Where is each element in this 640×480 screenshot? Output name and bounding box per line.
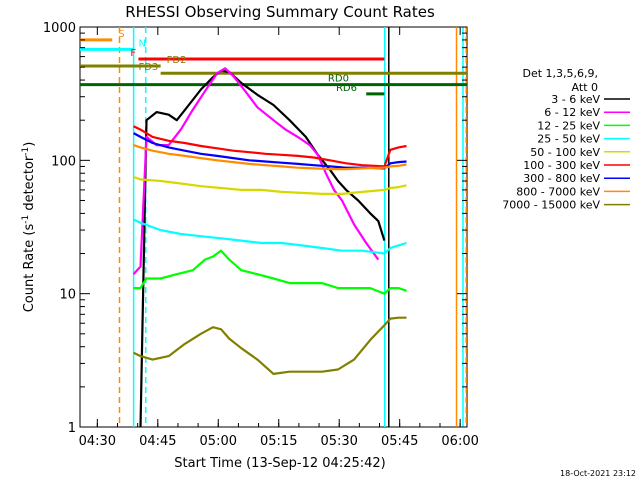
series-line-8: [133, 316, 407, 375]
annotation-label-fd3: FD3: [138, 62, 158, 73]
x-tick-label-3: 05:15: [260, 434, 297, 449]
y-axis-label: Count Rate (s-1 detector-1): [21, 142, 37, 313]
y-tick-label-2: 100: [51, 154, 76, 169]
x-tick-label-1: 04:45: [139, 434, 176, 449]
annotation-label-s: S: [118, 29, 124, 40]
series-line-4: [133, 175, 407, 195]
annotation-label-rd0: RD0: [328, 74, 349, 85]
y-tick-label-3: 1000: [43, 21, 76, 36]
x-tick-label-4: 05:30: [320, 434, 357, 449]
x-tick-label-0: 04:30: [79, 434, 116, 449]
y-tick-label-1: 10: [59, 288, 76, 303]
x-tick-label-5: 05:45: [381, 434, 418, 449]
legend-label-4: 50 - 100 keV: [530, 146, 600, 159]
series-line-0: [139, 69, 386, 428]
legend-label-0: 3 - 6 keV: [551, 93, 600, 106]
annotation-label-fd2: FD2: [167, 55, 187, 66]
legend-label-8: 7000 - 15000 keV: [502, 199, 600, 212]
annotation-label-n: N: [138, 38, 145, 49]
footer-timestamp: 18-Oct-2021 23:12: [560, 469, 636, 478]
vertical-markers: [118, 27, 467, 427]
series-line-1: [132, 67, 380, 275]
x-tick-label-2: 05:00: [200, 434, 237, 449]
y-tick-label-0: 1: [68, 421, 76, 436]
legend-header-0: Det 1,3,5,6,9,: [522, 67, 598, 80]
annotation-label-rd6: RD6: [336, 83, 357, 94]
x-tick-label-6: 06:00: [441, 434, 478, 449]
legend-label-3: 25 - 50 keV: [537, 133, 600, 146]
legend-label-7: 800 - 7000 keV: [516, 185, 600, 198]
x-axis-label: Start Time (13-Sep-12 04:25:42): [174, 456, 385, 471]
legend-header-1: Att 0: [572, 81, 598, 94]
series-line-3: [133, 218, 407, 255]
plot-frame: [79, 26, 468, 428]
legend-label-6: 300 - 800 keV: [523, 172, 600, 185]
series-line-7: [133, 144, 407, 171]
legend-label-1: 6 - 12 keV: [544, 106, 600, 119]
chart-title: RHESSI Observing Summary Count Rates: [125, 3, 435, 21]
legend-label-5: 100 - 300 keV: [523, 159, 600, 172]
series-line-2: [133, 249, 407, 295]
series-lines: [132, 67, 407, 428]
axes: 04:30 04:45 05:00 05:15 05:30 05:45 06:00 1 10 10…: [43, 21, 479, 449]
annotation-label-f: F: [130, 48, 136, 59]
series-line-5: [133, 125, 407, 168]
legend-label-2: 12 - 25 keV: [537, 119, 600, 132]
